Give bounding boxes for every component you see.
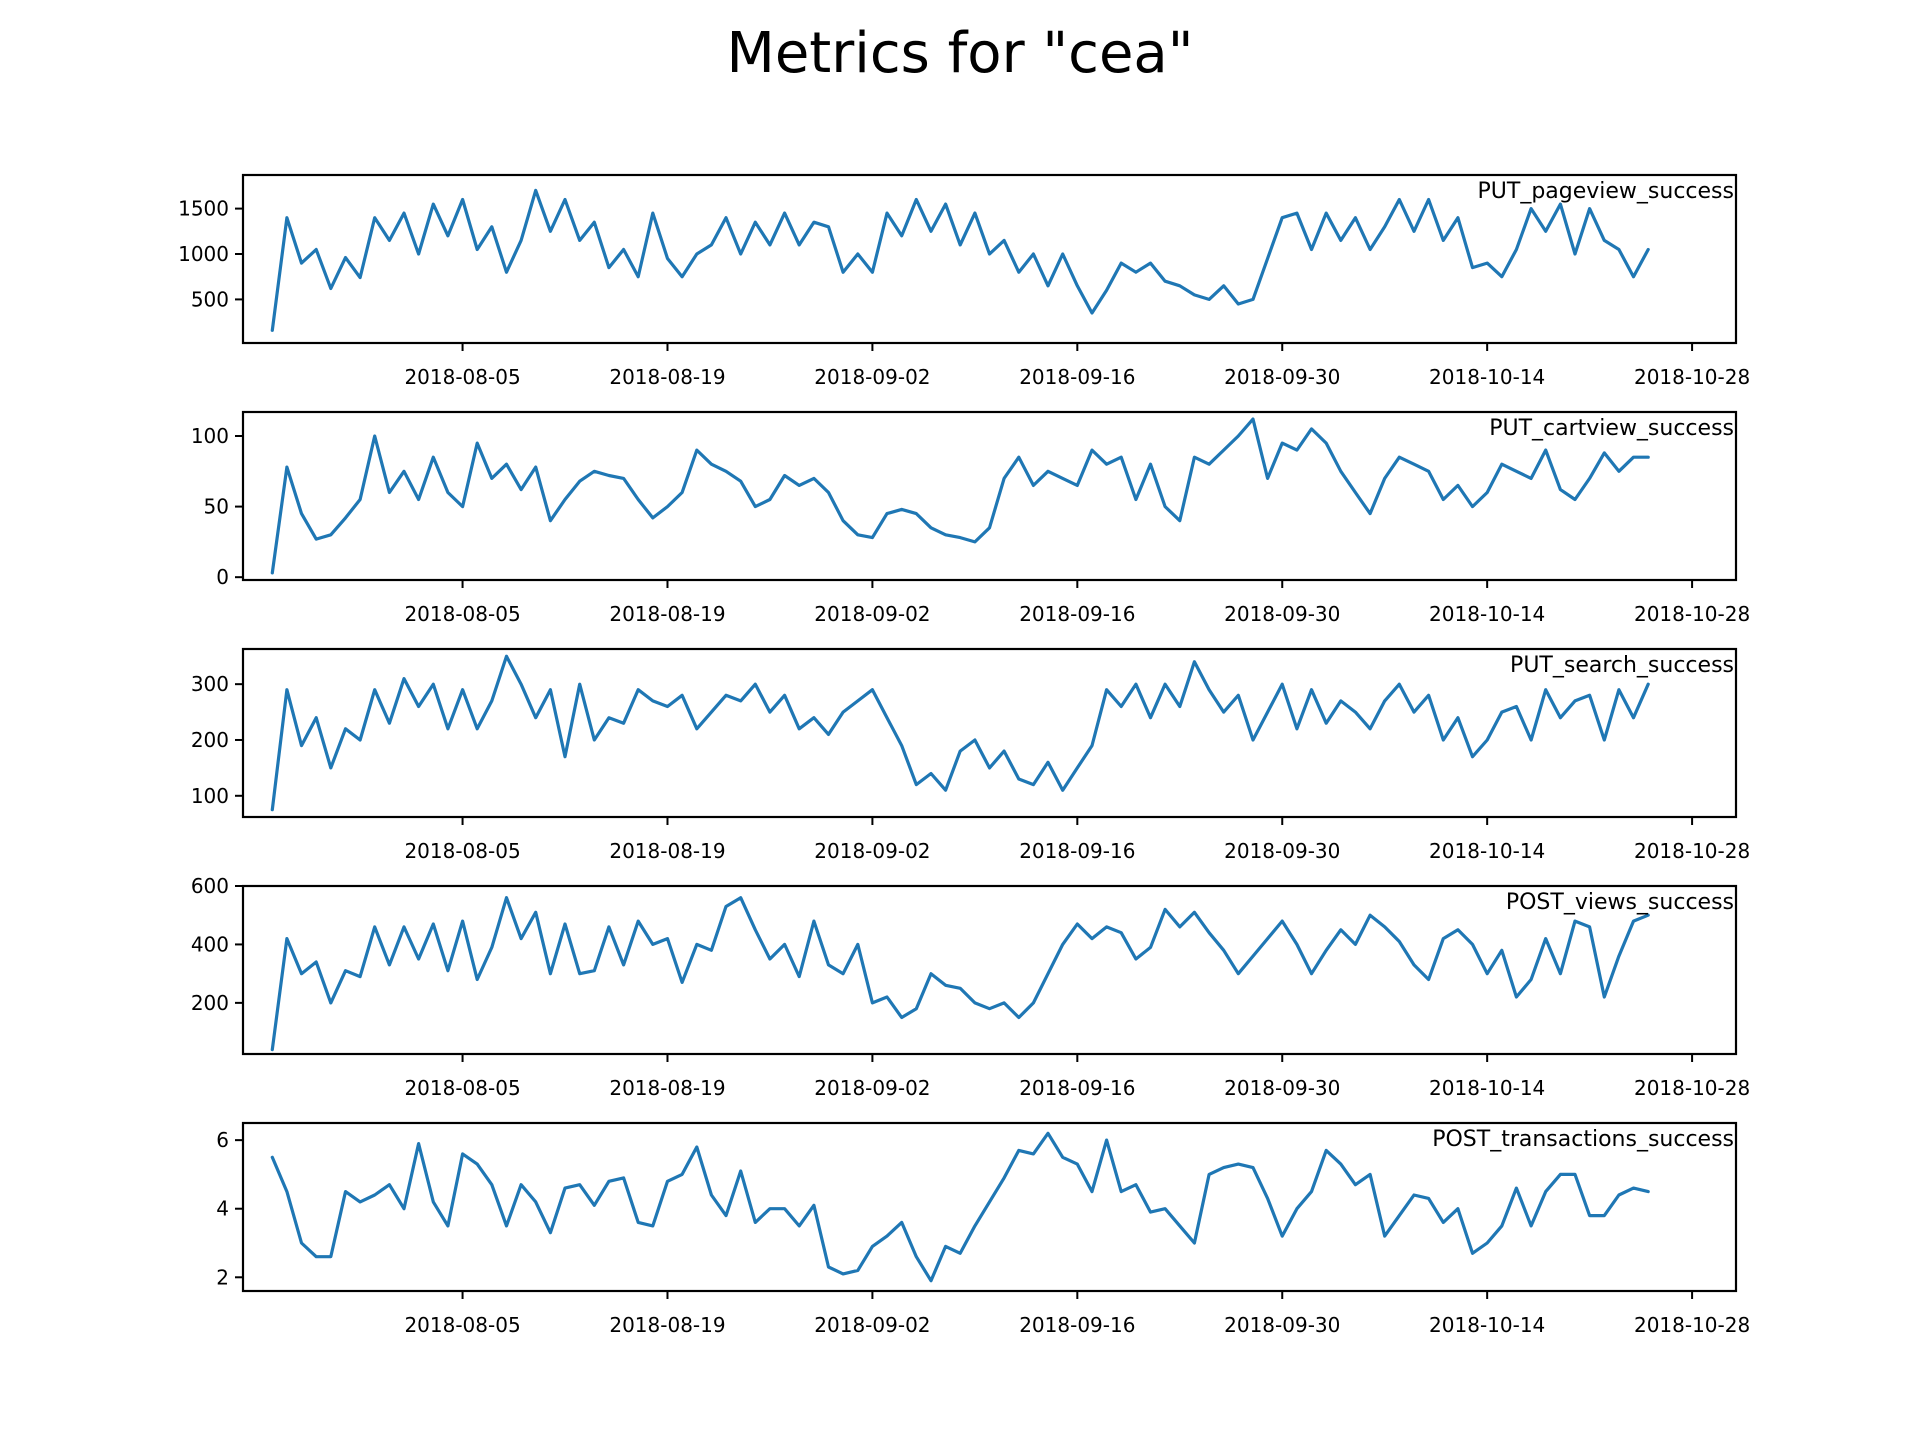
x-tick-label: 2018-08-19 — [609, 1076, 725, 1100]
x-tick-label: 2018-10-14 — [1429, 1076, 1545, 1100]
plot-frame — [241, 410, 1738, 582]
x-tick-label: 2018-09-02 — [814, 365, 930, 389]
x-tick-label: 2018-10-14 — [1429, 602, 1545, 626]
series-label: POST_views_success — [1506, 890, 1734, 915]
x-tick-label: 2018-09-16 — [1019, 602, 1135, 626]
x-tick-label: 2018-09-16 — [1019, 839, 1135, 863]
panel-1: 500 1000 1500 2018-08-05 2018-08-19 2018-09-0… — [178, 173, 1750, 389]
x-tick-label: 2018-09-30 — [1224, 602, 1340, 626]
series-line-PUT_cartview_success — [270, 417, 1650, 575]
x-tick-label: 2018-10-14 — [1429, 365, 1545, 389]
x-tick-label: 2018-10-28 — [1634, 1313, 1750, 1337]
plot-frame — [241, 884, 1738, 1056]
x-tick-label: 2018-08-19 — [609, 602, 725, 626]
plot-frame — [241, 1121, 1738, 1293]
y-tick-label: 300 — [191, 672, 229, 696]
y-tick-label: 200 — [191, 728, 229, 752]
plot-frame — [241, 173, 1738, 345]
x-tick-label: 2018-10-28 — [1634, 602, 1750, 626]
series-label: POST_transactions_success — [1432, 1127, 1734, 1152]
y-tick-label: 1000 — [178, 242, 229, 266]
x-tick-label: 2018-08-19 — [609, 839, 725, 863]
y-tick-label: 400 — [191, 932, 229, 956]
series-line-PUT_pageview_success — [270, 188, 1650, 332]
x-tick-label: 2018-09-30 — [1224, 1313, 1340, 1337]
y-tick-label: 1500 — [178, 197, 229, 221]
y-tick-label: 50 — [204, 495, 229, 519]
series-line-POST_transactions_success — [270, 1131, 1650, 1283]
y-tick-label: 4 — [216, 1197, 229, 1221]
figure-title: Metrics for "cea" — [727, 21, 1194, 86]
series-line-POST_views_success — [270, 896, 1650, 1052]
x-tick-label: 2018-09-30 — [1224, 365, 1340, 389]
x-tick-label: 2018-08-19 — [609, 365, 725, 389]
x-tick-label: 2018-09-30 — [1224, 839, 1340, 863]
y-tick-label: 0 — [216, 565, 229, 589]
x-tick-label: 2018-08-05 — [404, 1313, 520, 1337]
panel-3: 100 200 300 2018-08-05 2018-08-19 2018-09-02 2… — [191, 647, 1750, 863]
series-label: PUT_cartview_success — [1489, 416, 1734, 441]
x-tick-label: 2018-09-02 — [814, 1313, 930, 1337]
x-tick-label: 2018-08-05 — [404, 602, 520, 626]
x-tick-label: 2018-09-02 — [814, 602, 930, 626]
x-tick-label: 2018-10-28 — [1634, 839, 1750, 863]
x-tick-label: 2018-10-28 — [1634, 1076, 1750, 1100]
x-tick-label: 2018-09-30 — [1224, 1076, 1340, 1100]
x-tick-label: 2018-09-16 — [1019, 365, 1135, 389]
x-tick-label: 2018-09-16 — [1019, 1076, 1135, 1100]
y-tick-label: 500 — [191, 287, 229, 311]
plot-frame — [241, 647, 1738, 819]
y-tick-label: 100 — [191, 784, 229, 808]
y-tick-label: 100 — [191, 424, 229, 448]
x-tick-label: 2018-09-02 — [814, 839, 930, 863]
panel-4: 200 400 600 2018-08-05 2018-08-19 2018-09-02 2… — [191, 874, 1750, 1100]
series-label: PUT_search_success — [1510, 653, 1734, 678]
x-tick-label: 2018-08-05 — [404, 1076, 520, 1100]
panel-2: 0 50 100 2018-08-05 2018-08-19 2018-09-02 2018… — [191, 410, 1750, 626]
x-tick-label: 2018-08-05 — [404, 839, 520, 863]
x-tick-label: 2018-08-05 — [404, 365, 520, 389]
y-tick-label: 600 — [191, 874, 229, 898]
x-tick-label: 2018-09-16 — [1019, 1313, 1135, 1337]
x-tick-label: 2018-09-02 — [814, 1076, 930, 1100]
panel-5: 2 4 6 2018-08-05 2018-08-19 2018-09-02 2018-09… — [216, 1121, 1750, 1337]
y-tick-label: 6 — [216, 1128, 229, 1152]
y-tick-label: 200 — [191, 991, 229, 1015]
x-tick-label: 2018-10-14 — [1429, 839, 1545, 863]
x-tick-label: 2018-10-14 — [1429, 1313, 1545, 1337]
series-label: PUT_pageview_success — [1478, 179, 1734, 204]
x-tick-label: 2018-08-19 — [609, 1313, 725, 1337]
y-tick-label: 2 — [216, 1265, 229, 1289]
series-line-PUT_search_success — [270, 654, 1650, 812]
x-tick-label: 2018-10-28 — [1634, 365, 1750, 389]
